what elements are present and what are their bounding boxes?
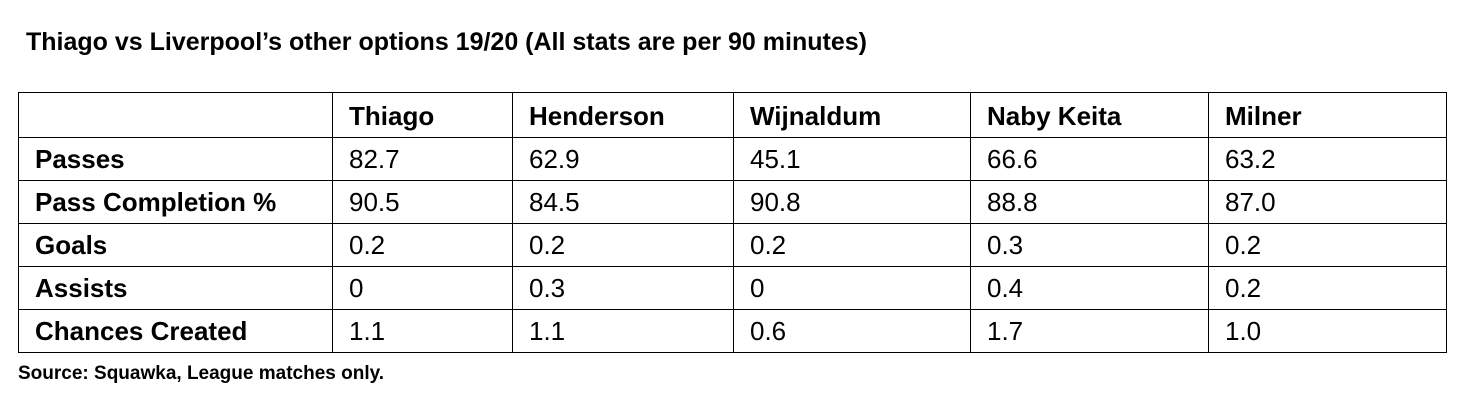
title: Thiago vs Liverpool’s other options 19/2…: [26, 28, 867, 56]
header-cell: Milner: [1208, 92, 1447, 138]
stat-cell: 45.1: [733, 137, 971, 181]
row-label: Assists: [18, 266, 333, 310]
data-row: Assists 0 0.3 0 0.4 0.2: [18, 266, 1447, 310]
stat-cell: 0.2: [1208, 266, 1447, 310]
header-cell: [18, 92, 333, 138]
header-row: Thiago Henderson Wijnaldum Naby Keita Milner: [18, 92, 1447, 138]
stat-cell: 0.3: [512, 266, 734, 310]
stat-cell: 0: [733, 266, 971, 310]
stat-cell: 0.3: [970, 223, 1209, 267]
stat-cell: 0.2: [733, 223, 971, 267]
table-body: Thiago Henderson Wijnaldum Naby Keita Milner…: [18, 92, 1447, 353]
stat-cell: 63.2: [1208, 137, 1447, 181]
source-note: Source: Squawka, League matches only.: [18, 363, 385, 384]
stat-cell: 0.4: [970, 266, 1209, 310]
data-row: Pass Completion % 90.5 84.5 90.8 88.8 87.0: [18, 180, 1447, 224]
header-cell: Wijnaldum: [733, 92, 971, 138]
stat-cell: 0.2: [1208, 223, 1447, 267]
stat-cell: 88.8: [970, 180, 1209, 224]
row-label: Chances Created: [18, 309, 333, 353]
stat-cell: 1.7: [970, 309, 1209, 353]
stat-cell: 84.5: [512, 180, 734, 224]
stat-cell: 0: [332, 266, 513, 310]
stat-cell: 66.6: [970, 137, 1209, 181]
row-label: Passes: [18, 137, 333, 181]
header-cell: Naby Keita: [970, 92, 1209, 138]
row-label: Pass Completion %: [18, 180, 333, 224]
data-row: Chances Created 1.1 1.1 0.6 1.7 1.0: [18, 309, 1447, 353]
stat-cell: 0.6: [733, 309, 971, 353]
row-label: Goals: [18, 223, 333, 267]
stat-cell: 1.1: [332, 309, 513, 353]
stat-cell: 62.9: [512, 137, 734, 181]
stat-cell: 1.1: [512, 309, 734, 353]
stat-cell: 90.5: [332, 180, 513, 224]
stat-cell: 1.0: [1208, 309, 1447, 353]
stat-cell: 82.7: [332, 137, 513, 181]
stats-table: Thiago Henderson Wijnaldum Naby Keita Milner…: [18, 92, 1447, 353]
stat-cell: 90.8: [733, 180, 971, 224]
stat-cell: 0.2: [332, 223, 513, 267]
header-cell: Henderson: [512, 92, 734, 138]
header-cell: Thiago: [332, 92, 513, 138]
data-row: Passes 82.7 62.9 45.1 66.6 63.2: [18, 137, 1447, 181]
stat-cell: 0.2: [512, 223, 734, 267]
stat-cell: 87.0: [1208, 180, 1447, 224]
data-row: Goals 0.2 0.2 0.2 0.3 0.2: [18, 223, 1447, 267]
